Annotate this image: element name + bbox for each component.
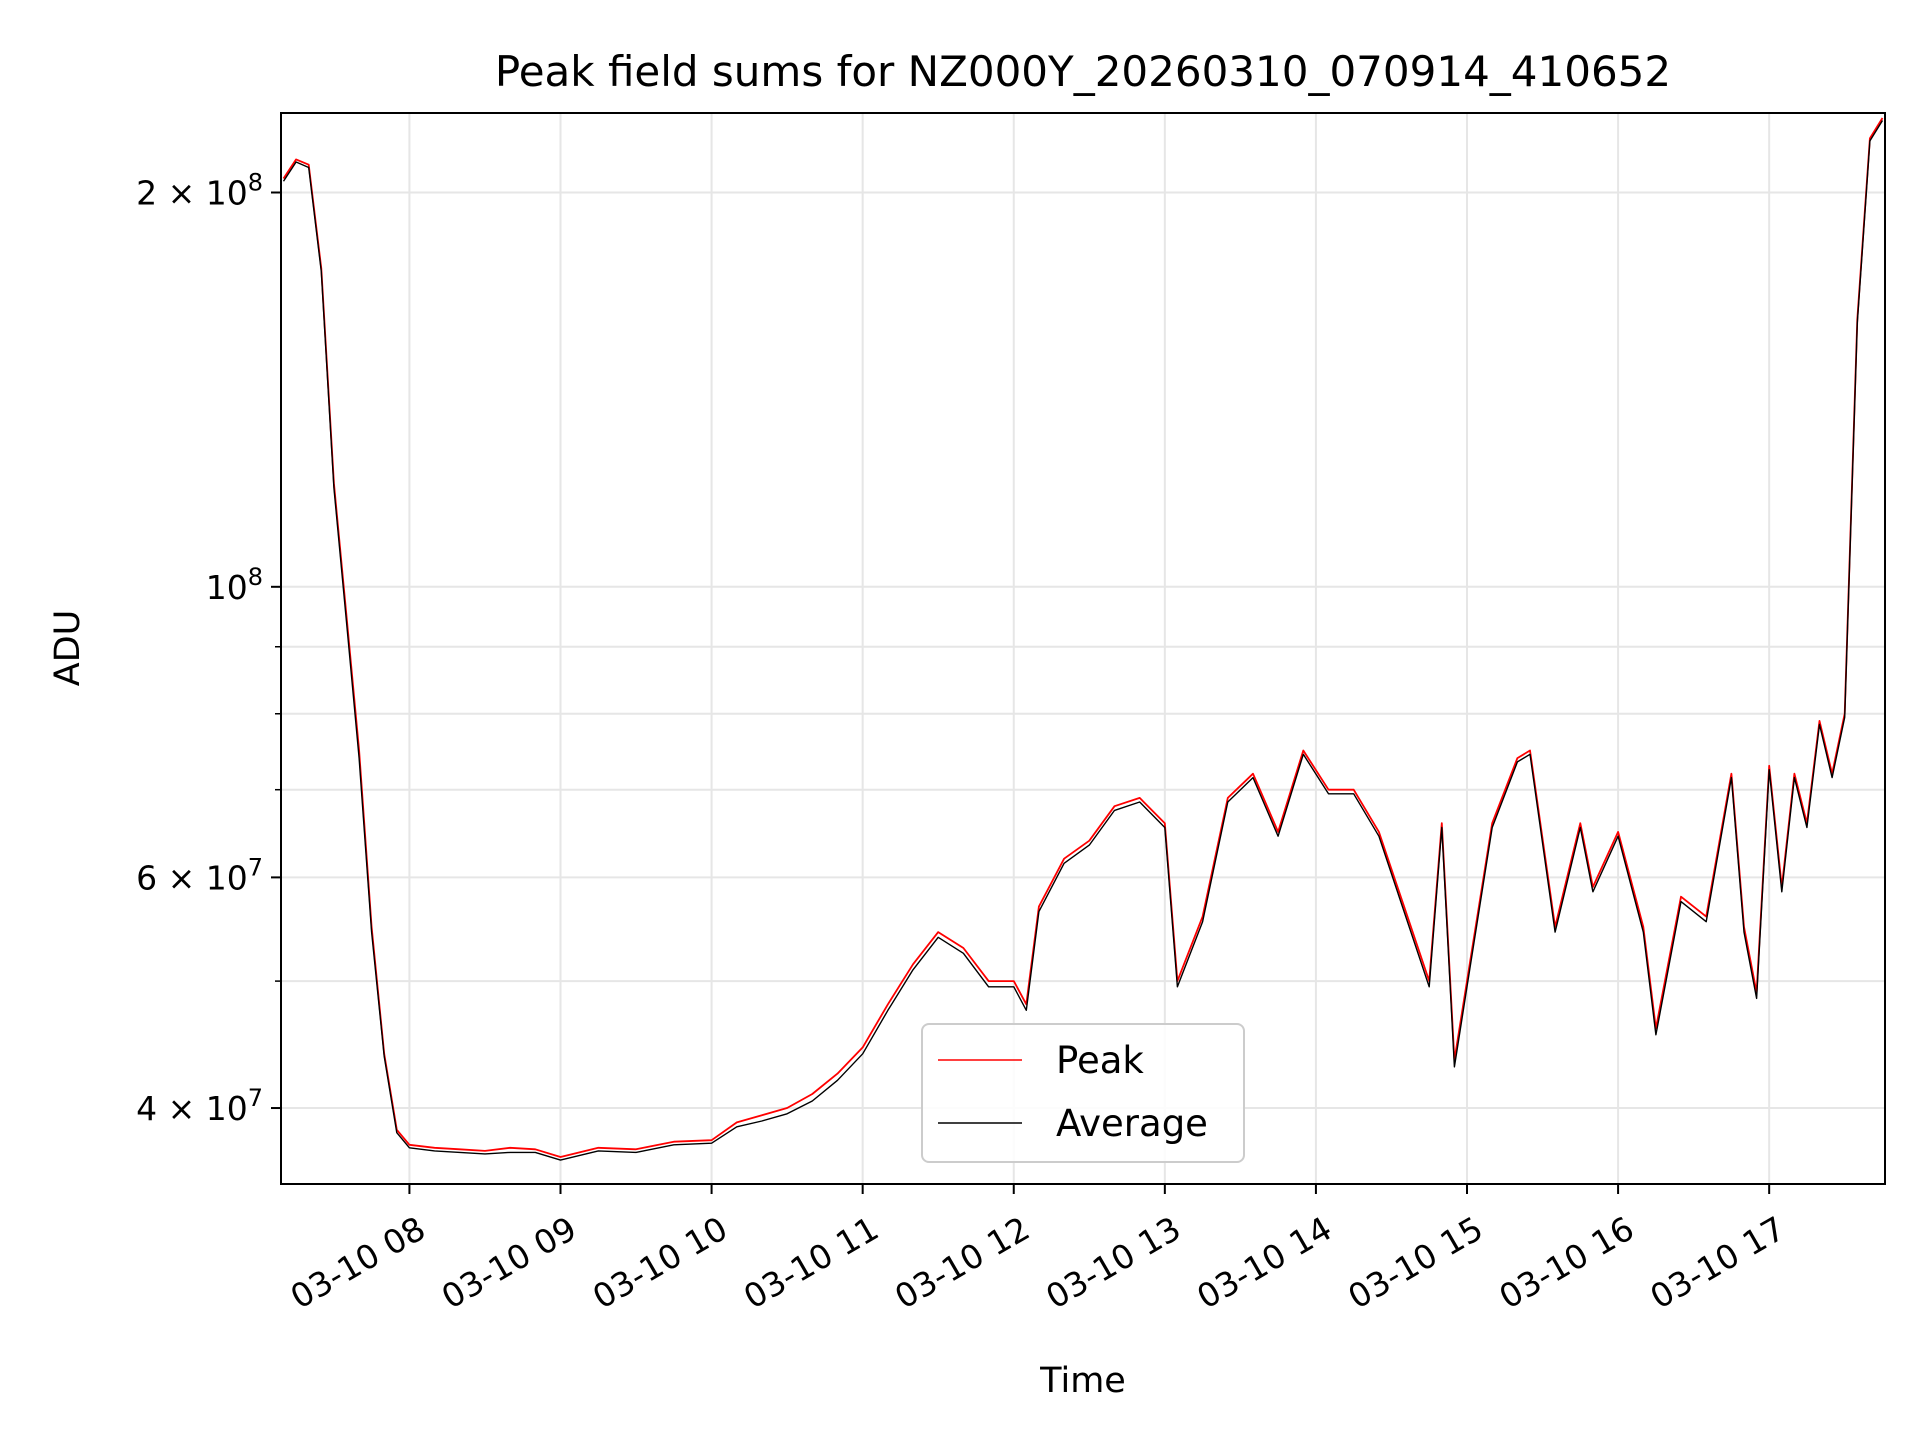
legend-label-peak: Peak [1056, 1039, 1144, 1082]
legend: Peak Average [921, 1023, 1245, 1163]
chart-title: Peak field sums for NZ000Y_20260310_0709… [495, 47, 1671, 96]
y-tick-label: 6 × 107 [136, 853, 263, 897]
series-line-average [282, 120, 1884, 1161]
legend-box [921, 1023, 1245, 1163]
y-axis-label: ADU [48, 610, 88, 687]
y-tick-label: 2 × 108 [136, 169, 263, 213]
plot-frame [280, 112, 1886, 1185]
legend-label-average: Average [1056, 1102, 1208, 1145]
x-axis-label: Time [1039, 1361, 1126, 1401]
grid [281, 113, 1885, 1184]
series-layer [282, 117, 1884, 1161]
series-line-peak [282, 117, 1884, 1158]
y-tick-label: 108 [206, 563, 263, 607]
y-tick-label: 4 × 107 [136, 1084, 263, 1128]
